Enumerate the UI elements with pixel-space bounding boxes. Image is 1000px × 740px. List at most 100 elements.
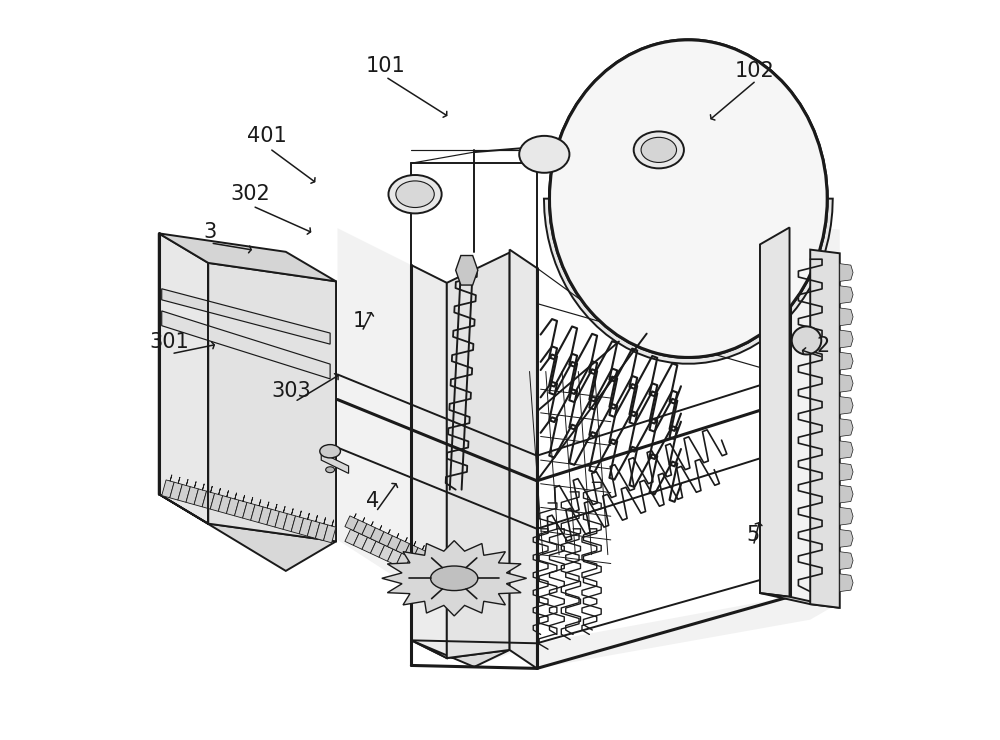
Polygon shape [345,526,359,545]
Ellipse shape [792,326,821,354]
Polygon shape [259,502,271,525]
Polygon shape [243,497,255,520]
Text: 4: 4 [366,491,380,511]
Polygon shape [430,554,444,571]
Ellipse shape [388,175,442,213]
Polygon shape [840,308,853,326]
Text: 101: 101 [366,56,405,75]
Polygon shape [162,289,330,344]
Polygon shape [396,537,410,554]
Polygon shape [840,574,853,591]
Polygon shape [235,495,247,518]
Polygon shape [388,546,402,565]
Polygon shape [353,531,368,549]
Polygon shape [439,557,452,574]
Polygon shape [760,227,790,596]
Polygon shape [186,482,198,505]
Ellipse shape [641,138,677,163]
Polygon shape [510,249,537,668]
Polygon shape [251,500,263,522]
Text: 2: 2 [817,337,830,357]
Polygon shape [283,508,296,531]
Polygon shape [299,513,312,536]
Polygon shape [194,484,207,507]
Polygon shape [291,511,304,534]
Polygon shape [840,530,853,548]
Polygon shape [159,494,336,571]
Polygon shape [840,374,853,392]
Polygon shape [405,542,418,559]
Polygon shape [840,286,853,303]
Polygon shape [159,233,208,524]
Polygon shape [162,475,174,498]
Polygon shape [170,477,182,500]
Polygon shape [840,508,853,525]
Polygon shape [315,517,328,541]
Polygon shape [422,562,436,581]
Polygon shape [422,549,435,566]
Text: 303: 303 [272,380,312,400]
Polygon shape [208,263,336,542]
Polygon shape [321,453,349,474]
Ellipse shape [549,40,827,357]
Polygon shape [840,441,853,459]
Polygon shape [447,562,461,578]
Polygon shape [413,545,427,562]
Polygon shape [411,265,447,658]
Polygon shape [362,534,376,554]
Polygon shape [396,551,410,569]
Polygon shape [840,352,853,370]
Text: 401: 401 [247,126,287,146]
Polygon shape [379,530,393,546]
Polygon shape [840,263,853,281]
Polygon shape [370,539,385,557]
Polygon shape [840,552,853,569]
Polygon shape [353,517,367,534]
Polygon shape [810,249,840,608]
Ellipse shape [519,136,569,173]
Polygon shape [388,534,401,551]
Polygon shape [218,491,231,514]
Polygon shape [411,640,510,667]
Polygon shape [226,493,239,516]
Polygon shape [345,514,358,531]
Polygon shape [275,506,287,529]
Polygon shape [760,593,840,608]
Polygon shape [307,515,320,538]
Polygon shape [324,519,336,543]
Polygon shape [413,558,427,577]
Text: 1: 1 [353,311,366,331]
Text: 302: 302 [230,184,270,204]
Polygon shape [178,480,190,502]
Polygon shape [447,252,510,658]
Ellipse shape [396,181,434,207]
Polygon shape [382,541,527,616]
Polygon shape [362,522,375,539]
Polygon shape [840,485,853,503]
Polygon shape [210,488,223,511]
Polygon shape [840,463,853,481]
Polygon shape [379,542,393,561]
Text: 102: 102 [735,61,775,81]
Polygon shape [159,233,336,281]
Polygon shape [447,574,461,593]
Polygon shape [840,330,853,348]
Polygon shape [370,525,384,542]
Text: 3: 3 [204,222,217,242]
Text: 301: 301 [149,332,189,352]
Polygon shape [456,255,478,285]
Polygon shape [202,486,215,509]
Polygon shape [162,311,330,379]
Polygon shape [439,571,453,589]
Text: 5: 5 [747,525,760,545]
Ellipse shape [326,467,335,473]
Ellipse shape [549,40,827,357]
Polygon shape [544,40,833,363]
Polygon shape [430,566,444,585]
Polygon shape [405,554,419,574]
Ellipse shape [431,566,478,591]
Ellipse shape [320,445,340,458]
Polygon shape [840,397,853,414]
Polygon shape [840,419,853,437]
Polygon shape [267,504,279,527]
